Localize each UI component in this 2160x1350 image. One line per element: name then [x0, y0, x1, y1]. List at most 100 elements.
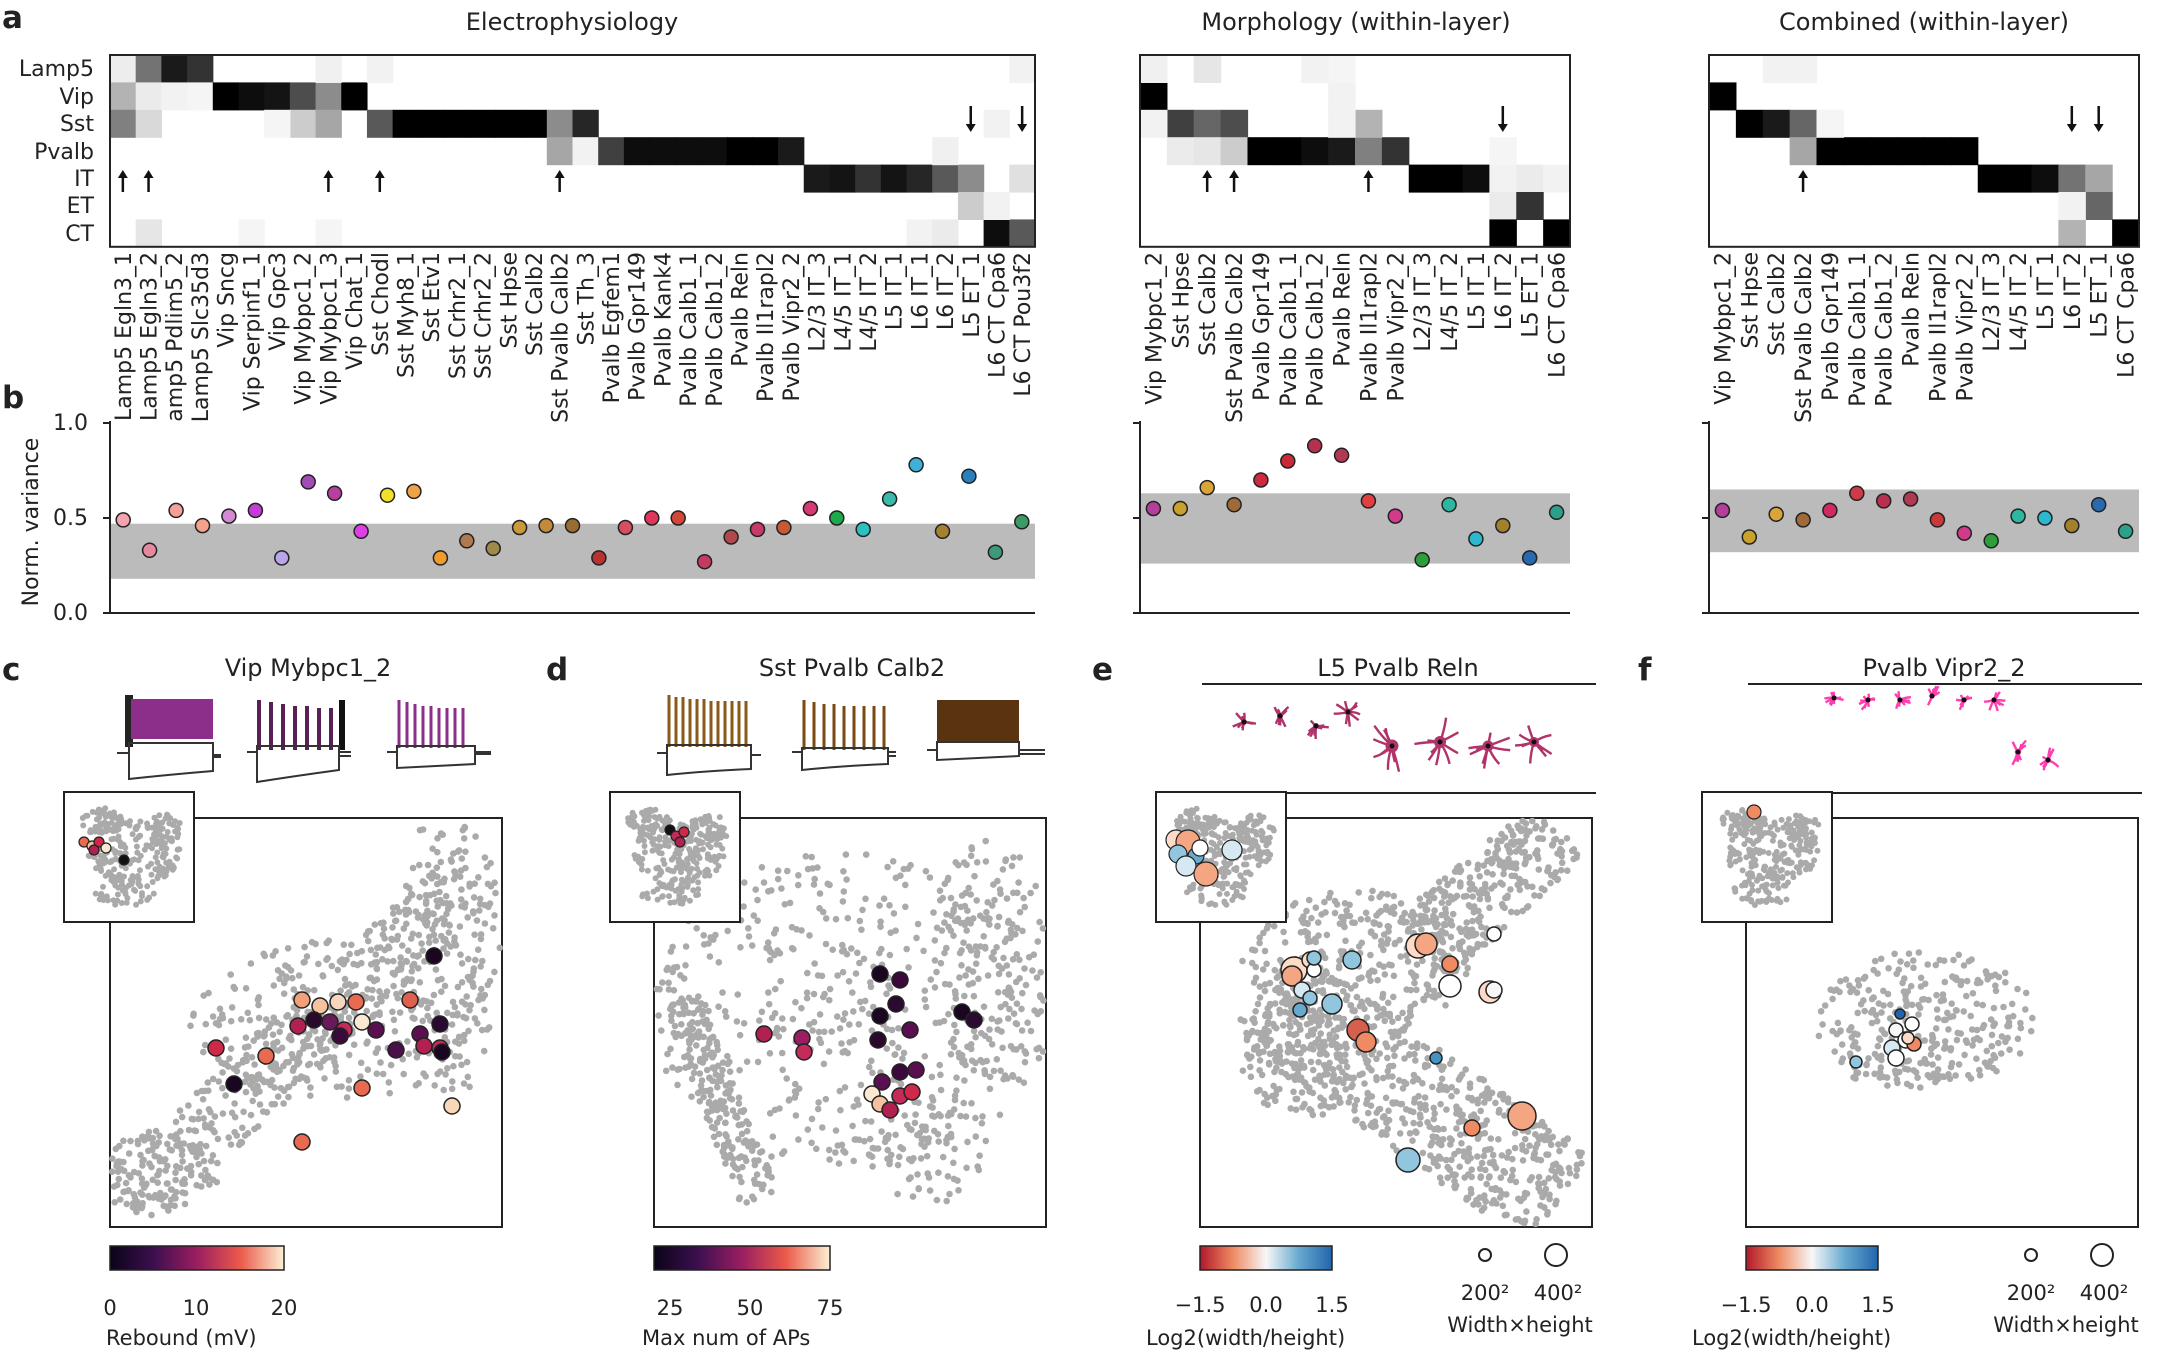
tsne-inset-point — [667, 899, 674, 906]
tsne-inset-point — [641, 849, 648, 856]
tsne-inset-point — [650, 841, 657, 848]
tsne-inset-point — [1242, 869, 1249, 876]
heatmap-column-label: Pvalb Calb1_1 — [677, 252, 702, 407]
tsne-inset-point — [1253, 831, 1260, 838]
cbar-e-tick-1: 0.0 — [1249, 1293, 1282, 1317]
background-cell — [245, 1043, 252, 1050]
background-cell — [1946, 1075, 1954, 1083]
highlighted-cell — [1507, 1101, 1537, 1131]
background-cell — [424, 861, 432, 869]
highlighted-cell — [881, 1101, 899, 1119]
background-cell — [1308, 914, 1315, 922]
heatmap-cell — [1870, 137, 1898, 166]
background-cell — [1407, 912, 1415, 919]
background-cell — [422, 1073, 430, 1080]
heatmap-column-label: L5 ET_1 — [1519, 252, 1544, 338]
background-cell — [950, 908, 957, 916]
tsne-inset-point — [696, 855, 703, 861]
background-cell — [445, 929, 453, 936]
scatter-point-ephys — [247, 502, 264, 519]
background-cell — [844, 914, 852, 922]
background-cell — [1351, 1102, 1359, 1109]
background-cell — [736, 1031, 744, 1039]
background-cell — [1523, 832, 1530, 839]
background-cell — [832, 1127, 840, 1134]
heatmap-cell — [521, 109, 548, 138]
background-cell — [1256, 939, 1263, 947]
background-cell — [695, 1028, 703, 1035]
background-cell — [1365, 972, 1372, 979]
background-cell — [1298, 916, 1305, 923]
background-cell — [172, 1176, 179, 1184]
background-cell — [843, 876, 850, 883]
tsne-inset-point — [1176, 821, 1183, 828]
heatmap-column-label: Sst Calb2 — [523, 252, 548, 356]
background-cell — [323, 956, 330, 963]
background-cell — [724, 927, 731, 935]
heatmap-cell — [238, 82, 265, 111]
background-cell — [185, 1126, 193, 1134]
tsne-inset-point — [146, 894, 153, 901]
background-cell — [1474, 865, 1481, 873]
background-cell — [1933, 991, 1940, 999]
background-cell — [962, 1113, 970, 1120]
background-cell — [239, 1124, 246, 1132]
background-cell — [209, 1152, 217, 1159]
background-cell — [1416, 895, 1424, 902]
panel-c-title: Vip Mybpc1_2 — [225, 654, 392, 682]
background-cell — [1382, 1094, 1390, 1102]
background-cell — [385, 1079, 393, 1086]
background-cell — [1421, 1164, 1429, 1172]
background-cell — [697, 1000, 705, 1007]
background-cell — [176, 1140, 184, 1147]
background-cell — [198, 1172, 205, 1179]
tsne-inset-point — [1239, 894, 1246, 901]
background-cell — [914, 920, 922, 928]
heatmap-column-label: L2/3 IT_3 — [1980, 252, 2005, 352]
background-cell — [1990, 1004, 1998, 1012]
background-cell — [162, 1203, 170, 1210]
scatter-point-morph — [1548, 504, 1565, 521]
background-cell — [418, 940, 425, 947]
background-cell — [941, 949, 948, 957]
background-cell — [187, 1022, 194, 1030]
background-cell — [1868, 1019, 1876, 1027]
background-cell — [1430, 1115, 1438, 1123]
background-cell — [280, 979, 288, 987]
background-cell — [845, 978, 853, 985]
background-cell — [1369, 887, 1376, 895]
background-cell — [839, 941, 846, 949]
background-cell — [434, 873, 441, 880]
background-cell — [836, 1087, 844, 1095]
background-cell — [1423, 906, 1430, 914]
background-cell — [737, 1153, 745, 1160]
background-cell — [696, 1098, 704, 1105]
background-cell — [706, 953, 714, 960]
background-cell — [1462, 970, 1470, 978]
background-cell — [724, 1052, 731, 1060]
background-cell — [766, 1110, 774, 1117]
background-cell — [465, 1027, 472, 1035]
background-cell — [127, 1137, 134, 1145]
heatmap-column-label: Pvalb Kank4 — [651, 252, 676, 387]
background-cell — [148, 1211, 155, 1219]
background-cell — [724, 1154, 731, 1162]
background-cell — [963, 927, 970, 934]
heatmap-column-label: Sst Hpse — [1738, 252, 1763, 349]
tsne-inset-point — [656, 813, 663, 820]
background-cell — [705, 1025, 712, 1033]
tsne-inset-point — [672, 850, 679, 857]
background-cell — [1411, 1050, 1418, 1058]
background-cell — [1427, 917, 1435, 925]
tsne-inset-point — [150, 890, 157, 897]
tsne-inset-point — [112, 824, 119, 831]
scatter-point-combined — [1929, 512, 1946, 528]
background-cell — [1250, 979, 1258, 986]
scatter-point-combined — [1902, 491, 1919, 507]
tsne-inset-point — [118, 875, 125, 882]
background-cell — [254, 1071, 262, 1079]
background-cell — [109, 1155, 116, 1162]
heatmap-column-label: Pvalb Gpr149 — [1250, 252, 1275, 401]
background-cell — [1486, 836, 1494, 844]
scatter-point-morph — [1226, 496, 1242, 513]
